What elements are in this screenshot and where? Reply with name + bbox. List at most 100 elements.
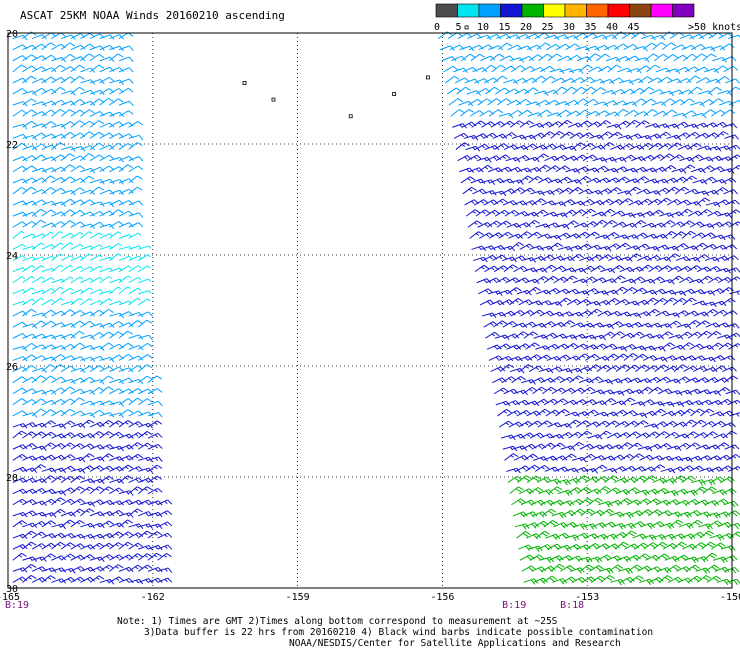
- wind-barb: [41, 277, 55, 284]
- wind-barb: [493, 75, 508, 84]
- wind-barb-shaft: [31, 445, 43, 450]
- wind-barb-shaft: [541, 200, 553, 206]
- wind-barb: [89, 478, 105, 485]
- wind-barb-shaft: [31, 577, 43, 583]
- wind-barb-shaft: [579, 256, 590, 262]
- wind-barb-flag: [709, 165, 715, 170]
- wind-barb: [628, 200, 644, 206]
- wind-barb: [663, 54, 679, 62]
- wind-barb-shaft: [51, 578, 62, 583]
- wind-barb: [60, 42, 76, 51]
- wind-barb-flag: [634, 119, 641, 124]
- wind-barb-half-flag: [577, 201, 581, 206]
- wind-barb-half-flag: [80, 244, 84, 248]
- wind-barb-half-flag: [578, 268, 582, 273]
- wind-barb-shaft: [99, 66, 110, 73]
- wind-barb-flag: [22, 576, 28, 582]
- wind-barb-flag: [722, 244, 728, 250]
- wind-barb-shaft: [644, 178, 655, 184]
- wind-barb-shaft: [12, 165, 23, 173]
- wind-barb-shaft: [609, 77, 620, 84]
- wind-barb: [12, 288, 26, 295]
- wind-barb-shaft: [60, 276, 71, 284]
- wind-barb-half-flag: [620, 167, 624, 171]
- wind-barb-shaft: [128, 508, 138, 517]
- wind-barb: [51, 286, 64, 295]
- wind-barb-flag: [70, 343, 76, 349]
- wind-barb-shaft: [672, 231, 682, 239]
- wind-barb-flag: [697, 210, 703, 216]
- wind-barb-shaft: [603, 100, 614, 106]
- wind-barb-half-flag: [599, 158, 603, 162]
- wind-barb: [574, 290, 590, 296]
- wind-barb: [665, 253, 681, 261]
- wind-barb: [659, 279, 675, 285]
- wind-barb-half-flag: [125, 456, 130, 460]
- wind-barb: [624, 109, 639, 117]
- wind-barb-flag: [50, 442, 56, 447]
- wind-barb-shaft: [697, 90, 709, 95]
- wind-barb-shaft: [698, 275, 708, 284]
- wind-barb-shaft: [580, 265, 591, 273]
- wind-barb: [109, 66, 124, 73]
- wind-barb-flag: [156, 420, 163, 425]
- wind-barb: [455, 142, 470, 150]
- wind-barb-flag: [724, 255, 730, 261]
- wind-barb-shaft: [51, 108, 61, 117]
- wind-barb: [531, 198, 547, 206]
- wind-barb-shaft: [80, 100, 91, 106]
- wind-barb-shaft: [31, 478, 43, 484]
- wind-barb-flag: [158, 523, 163, 530]
- wind-barb-shaft: [519, 243, 530, 250]
- wind-barb-shaft: [89, 379, 101, 384]
- wind-barb: [567, 179, 582, 185]
- wind-barb-shaft: [490, 245, 502, 250]
- wind-barb-flag: [119, 312, 124, 319]
- grid: [8, 33, 732, 588]
- wind-barb-flag: [618, 265, 625, 270]
- wind-barb-half-flag: [96, 466, 100, 470]
- wind-barb-half-flag: [703, 267, 707, 271]
- wind-barb-shaft: [99, 331, 110, 339]
- wind-barb-half-flag: [77, 556, 81, 560]
- wind-barb-half-flag: [479, 190, 483, 194]
- wind-barb-flag: [31, 431, 37, 436]
- wind-barb-shaft: [60, 109, 71, 117]
- wind-barb-flag: [527, 109, 533, 115]
- wind-barb-flag: [585, 298, 592, 304]
- wind-barb-half-flag: [460, 134, 465, 138]
- wind-barb: [485, 86, 500, 95]
- wind-barb-shaft: [41, 255, 53, 262]
- wind-barb-flag: [21, 387, 28, 393]
- wind-barb-flag: [138, 212, 144, 218]
- wind-barb-shaft: [504, 209, 515, 217]
- wind-barb-flag: [507, 166, 513, 172]
- wind-barb-flag: [529, 187, 536, 193]
- wind-barb-flag: [487, 164, 493, 169]
- wind-barb-flag: [22, 133, 28, 140]
- wind-barb: [500, 120, 515, 128]
- wind-barb-shaft: [624, 234, 635, 239]
- wind-barb: [89, 456, 105, 462]
- wind-barb-half-flag: [484, 158, 487, 162]
- wind-barb-shaft: [147, 464, 158, 472]
- wind-barb: [12, 64, 27, 73]
- wind-barb-shaft: [70, 297, 80, 306]
- wind-barb-half-flag: [477, 179, 481, 184]
- wind-barb-half-flag: [724, 213, 728, 217]
- wind-barb-shaft: [41, 520, 52, 528]
- wind-barb: [728, 100, 740, 106]
- wind-barb-half-flag: [477, 122, 482, 126]
- wind-barb-shaft: [109, 221, 120, 228]
- wind-barb: [31, 577, 47, 583]
- wind-barb-shaft: [682, 297, 692, 306]
- wind-barb-shaft: [157, 567, 169, 572]
- wind-barb-flag: [610, 268, 616, 274]
- wind-barb: [118, 409, 134, 417]
- wind-barb-shaft: [525, 33, 536, 40]
- wind-barb-shaft: [70, 468, 82, 472]
- wind-barb-flag: [79, 75, 85, 80]
- wind-barb-shaft: [608, 255, 619, 262]
- wind-barb: [60, 519, 76, 528]
- wind-barb: [128, 355, 144, 361]
